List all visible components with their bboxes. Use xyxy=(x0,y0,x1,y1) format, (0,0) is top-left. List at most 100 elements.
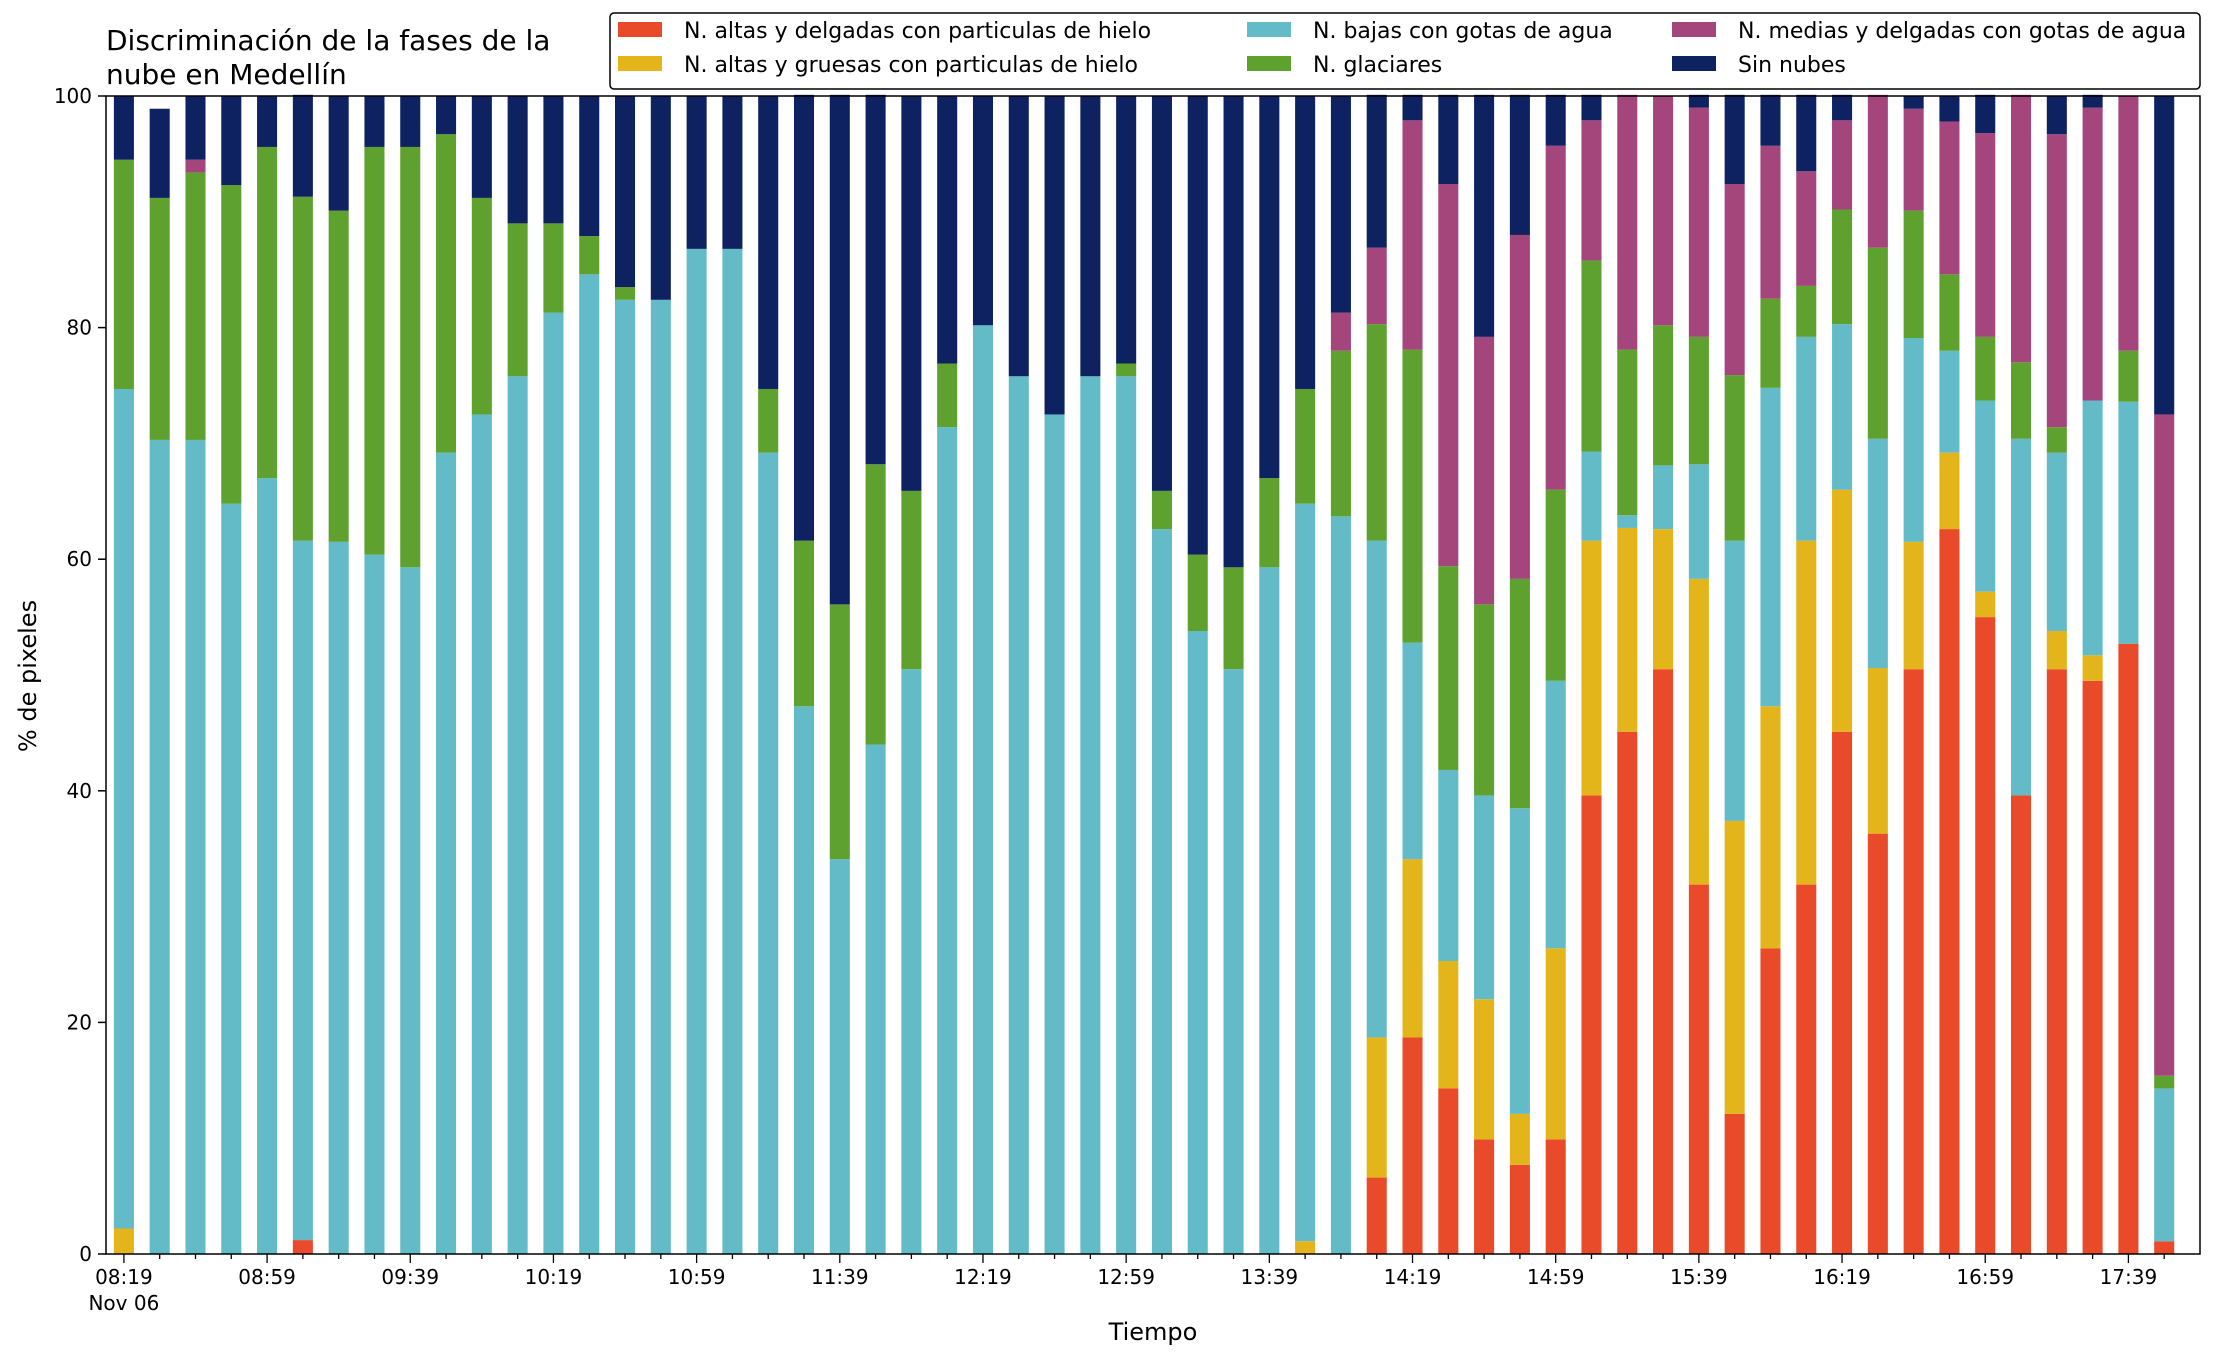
bar-segment-41-series-4 xyxy=(1581,120,1602,261)
bar-segment-16-series-5 xyxy=(686,96,707,249)
bar-segment-15-series-2 xyxy=(650,299,671,1254)
bar-segment-56-series-3 xyxy=(2118,350,2139,402)
bar-segment-53-series-4 xyxy=(2011,94,2032,363)
bar-segment-45-series-2 xyxy=(1724,540,1745,821)
bar-segment-4-series-2 xyxy=(257,478,278,1254)
y-tick-label-5: 100 xyxy=(54,84,92,108)
bar-segment-14-series-3 xyxy=(615,287,636,300)
bar-segment-23-series-3 xyxy=(937,363,958,428)
bar-segment-33-series-1 xyxy=(1295,1241,1316,1254)
y-tick-label-4: 80 xyxy=(67,316,92,340)
bar-segment-6-series-2 xyxy=(328,541,349,1254)
bar-segment-3-series-5 xyxy=(221,96,242,186)
bar-segment-45-series-4 xyxy=(1724,184,1745,376)
bar-segment-17-series-5 xyxy=(722,96,743,249)
bar-segment-27-series-5 xyxy=(1080,96,1101,377)
bar-segment-56-series-4 xyxy=(2118,96,2139,351)
bar-segment-26-series-5 xyxy=(1044,96,1065,415)
bar-segment-30-series-3 xyxy=(1187,554,1208,631)
bar-segment-31-series-5 xyxy=(1223,96,1244,568)
x-tick-label-20: 11:39 xyxy=(811,1265,869,1289)
legend-swatch-4 xyxy=(1672,22,1716,37)
bar-segment-14-series-5 xyxy=(615,96,636,288)
bar-segment-35-series-0 xyxy=(1366,1177,1387,1254)
bar-segment-34-series-2 xyxy=(1330,516,1351,1254)
bar-segment-37-series-5 xyxy=(1438,94,1459,185)
bar-segment-35-series-5 xyxy=(1366,94,1387,248)
bar-segment-28-series-2 xyxy=(1116,376,1137,1254)
bar-segment-47-series-0 xyxy=(1796,884,1817,1254)
bar-segment-3-series-3 xyxy=(221,185,242,504)
bar-segment-46-series-2 xyxy=(1760,387,1781,707)
bar-segment-39-series-5 xyxy=(1509,94,1530,235)
x-axis-label: Tiempo xyxy=(1108,1318,1198,1346)
bar-segment-53-series-2 xyxy=(2011,438,2032,796)
bar-segment-50-series-1 xyxy=(1903,541,1924,670)
legend-frame xyxy=(609,12,2201,90)
bar-segment-45-series-0 xyxy=(1724,1113,1745,1254)
bar-segment-45-series-3 xyxy=(1724,375,1745,541)
bar-segment-29-series-2 xyxy=(1151,529,1172,1254)
bar-segment-38-series-0 xyxy=(1474,1139,1495,1254)
bar-segment-57-series-3 xyxy=(2154,1075,2175,1089)
bar-segment-33-series-5 xyxy=(1295,96,1316,389)
bar-segment-46-series-4 xyxy=(1760,145,1781,299)
bar-segment-0-series-3 xyxy=(113,159,134,389)
bar-segment-5-series-5 xyxy=(292,94,313,197)
bar-segment-30-series-5 xyxy=(1187,96,1208,555)
bar-segment-47-series-4 xyxy=(1796,171,1817,286)
bar-segment-43-series-0 xyxy=(1653,669,1674,1254)
bar-segment-7-series-5 xyxy=(364,96,385,147)
bar-segment-11-series-5 xyxy=(507,96,528,224)
bar-segment-29-series-5 xyxy=(1151,96,1172,491)
bar-segment-19-series-5 xyxy=(793,94,815,541)
bar-segment-22-series-5 xyxy=(901,96,922,491)
bar-segment-29-series-3 xyxy=(1151,490,1172,530)
bar-segment-54-series-1 xyxy=(2046,631,2067,670)
x-tick-label-56: 17:39 xyxy=(2100,1265,2158,1289)
x-tick-label-8: 09:39 xyxy=(381,1265,439,1289)
bar-segment-42-series-3 xyxy=(1617,349,1638,516)
bar-segment-55-series-4 xyxy=(2082,107,2103,401)
bar-segment-1-series-5 xyxy=(149,108,170,198)
bar-segment-16-series-2 xyxy=(686,248,707,1255)
bar-segment-12-series-3 xyxy=(543,223,564,313)
bar-segment-37-series-0 xyxy=(1438,1088,1459,1254)
bar-segment-51-series-3 xyxy=(1939,274,1960,351)
bar-segment-52-series-4 xyxy=(1975,133,1996,337)
bar-segment-4-series-5 xyxy=(257,96,278,147)
bar-segment-26-series-2 xyxy=(1044,414,1065,1254)
bar-segment-18-series-3 xyxy=(758,388,779,453)
bar-segment-41-series-3 xyxy=(1581,260,1602,452)
bar-segment-45-series-5 xyxy=(1724,94,1745,185)
bar-segment-41-series-1 xyxy=(1581,540,1602,796)
bar-segment-56-series-0 xyxy=(2118,643,2139,1254)
y-tick-label-0: 0 xyxy=(79,1242,92,1266)
bar-segment-17-series-2 xyxy=(722,248,743,1255)
bar-segment-1-series-3 xyxy=(149,197,170,440)
bar-segment-55-series-1 xyxy=(2082,655,2103,681)
bar-segment-6-series-5 xyxy=(328,96,349,211)
bar-segment-57-series-2 xyxy=(2154,1088,2175,1242)
bar-segment-38-series-2 xyxy=(1474,795,1495,1000)
bar-segment-46-series-1 xyxy=(1760,706,1781,949)
bar-segment-0-series-2 xyxy=(113,388,134,1229)
bar-segment-22-series-3 xyxy=(901,490,922,670)
bar-segment-54-series-3 xyxy=(2046,427,2067,453)
bar-segment-40-series-4 xyxy=(1545,145,1566,490)
bars-group xyxy=(113,94,2175,1255)
bar-segment-12-series-2 xyxy=(543,312,564,1254)
chart-title-line-2: nube en Medellín xyxy=(106,58,347,91)
bar-segment-51-series-0 xyxy=(1939,529,1960,1254)
bar-segment-54-series-4 xyxy=(2046,134,2067,428)
legend-swatch-3 xyxy=(1247,56,1291,71)
bar-segment-57-series-5 xyxy=(2154,96,2175,415)
bar-segment-40-series-0 xyxy=(1545,1139,1566,1254)
bar-segment-51-series-4 xyxy=(1939,121,1960,275)
bar-segment-51-series-2 xyxy=(1939,350,1960,453)
bar-segment-44-series-5 xyxy=(1688,94,1709,108)
bar-segment-36-series-5 xyxy=(1402,94,1423,121)
bar-segment-31-series-3 xyxy=(1223,567,1244,670)
bar-segment-44-series-4 xyxy=(1688,107,1709,337)
